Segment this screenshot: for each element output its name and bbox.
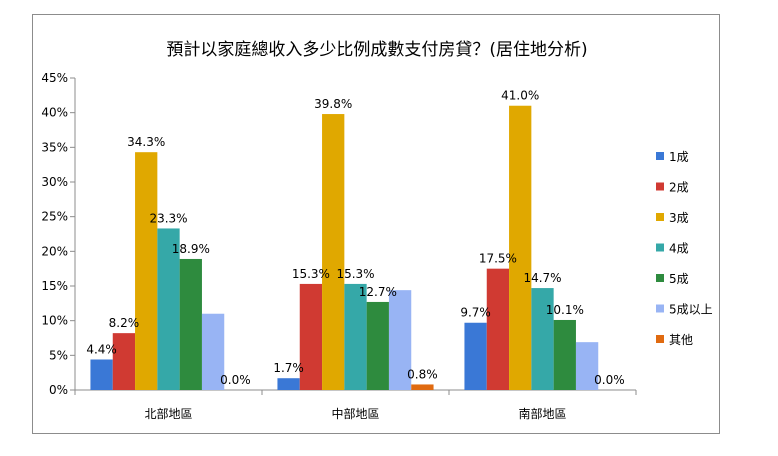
bar-5成-北部地區 (179, 258, 202, 390)
bar-1成-北部地區 (90, 359, 113, 390)
data-label: 0.8% (407, 367, 438, 381)
legend-label: 2成 (669, 181, 689, 195)
category-label: 南部地區 (518, 406, 566, 421)
y-tick-label: 20% (41, 244, 68, 258)
legend-swatch (656, 274, 664, 282)
legend-swatch (656, 182, 664, 191)
y-tick-label: 35% (41, 140, 68, 154)
bar-5成-南部地區 (553, 319, 576, 390)
bar-2成-北部地區 (112, 333, 136, 390)
category-label: 北部地區 (144, 406, 192, 421)
category-label: 中部地區 (331, 406, 379, 421)
data-label: 0.0% (594, 373, 625, 387)
bar-5成-中部地區 (366, 301, 389, 390)
legend-swatch (656, 304, 664, 313)
data-label: 17.5% (479, 252, 517, 266)
legend-label: 5成以上 (669, 303, 713, 317)
legend-swatch (656, 213, 664, 221)
bar-4成-北部地區 (157, 228, 180, 390)
bar-1成-南部地區 (464, 322, 487, 390)
data-label: 41.0% (501, 89, 539, 103)
data-label: 39.8% (314, 97, 352, 111)
legend-label: 其他 (669, 333, 693, 347)
data-labels: 4.4% 1.7% 9.7% 8.2% 15.3% 17.5% 34.3% 39.8% 41.0… (86, 89, 624, 387)
legend-label: 1成 (669, 150, 689, 164)
data-label: 9.7% (460, 306, 491, 320)
bar-2成-中部地區 (299, 283, 323, 390)
data-label: 4.4% (86, 342, 117, 356)
legend-label: 4成 (669, 242, 689, 256)
bar-chart: 預計以家庭總收入多少比例成數支付房貸？(居住地分析) 0% 5% 10% 15% 20%… (41, 40, 713, 421)
bar-5成以上-中部地區 (388, 290, 412, 390)
legend-swatch (656, 243, 664, 252)
legend-swatch (656, 152, 664, 160)
data-label: 12.7% (359, 285, 397, 299)
data-label: 23.3% (149, 211, 187, 225)
y-tick-label: 5% (49, 348, 68, 362)
data-label: 18.9% (172, 242, 210, 256)
data-label: 8.2% (109, 316, 139, 330)
bar-3成-南部地區 (509, 105, 532, 390)
data-label: 1.7% (273, 361, 304, 375)
y-tick-label: 30% (41, 175, 68, 189)
axes: 0% 5% 10% 15% 20% 25% 30% 35% 40% 45% 北部地區 中部地區 南部地區 (41, 71, 637, 421)
y-tick-label: 15% (41, 279, 68, 293)
bar-1成-中部地區 (277, 378, 300, 390)
chart-frame: 預計以家庭總收入多少比例成數支付房貸？(居住地分析) 0% 5% 10% 15% 20%… (32, 14, 720, 434)
y-tick-label: 45% (41, 71, 68, 85)
bar-其他-中部地區 (411, 384, 434, 390)
bar-4成-中部地區 (344, 283, 367, 390)
bars (90, 105, 599, 390)
y-tick-label: 0% (49, 383, 68, 397)
data-label: 34.3% (127, 135, 165, 149)
y-tick-label: 25% (41, 210, 68, 224)
data-label: 15.3% (336, 267, 374, 281)
data-label: 0.0% (220, 373, 251, 387)
chart-title: 預計以家庭總收入多少比例成數支付房貸？(居住地分析) (166, 40, 587, 60)
legend-label: 5成 (669, 272, 689, 286)
y-tick-label: 40% (41, 106, 68, 120)
y-tick-label: 10% (41, 314, 68, 328)
data-label: 14.7% (523, 271, 561, 285)
bar-3成-北部地區 (135, 152, 158, 390)
legend-label: 3成 (669, 211, 689, 225)
data-label: 15.3% (292, 267, 330, 281)
bar-2成-南部地區 (486, 268, 510, 390)
bar-5成以上-北部地區 (201, 313, 225, 390)
legend-swatch (656, 335, 664, 343)
bar-5成以上-南部地區 (575, 342, 599, 390)
data-label: 10.1% (546, 303, 584, 317)
bar-4成-南部地區 (531, 288, 554, 390)
bar-3成-中部地區 (322, 114, 345, 390)
